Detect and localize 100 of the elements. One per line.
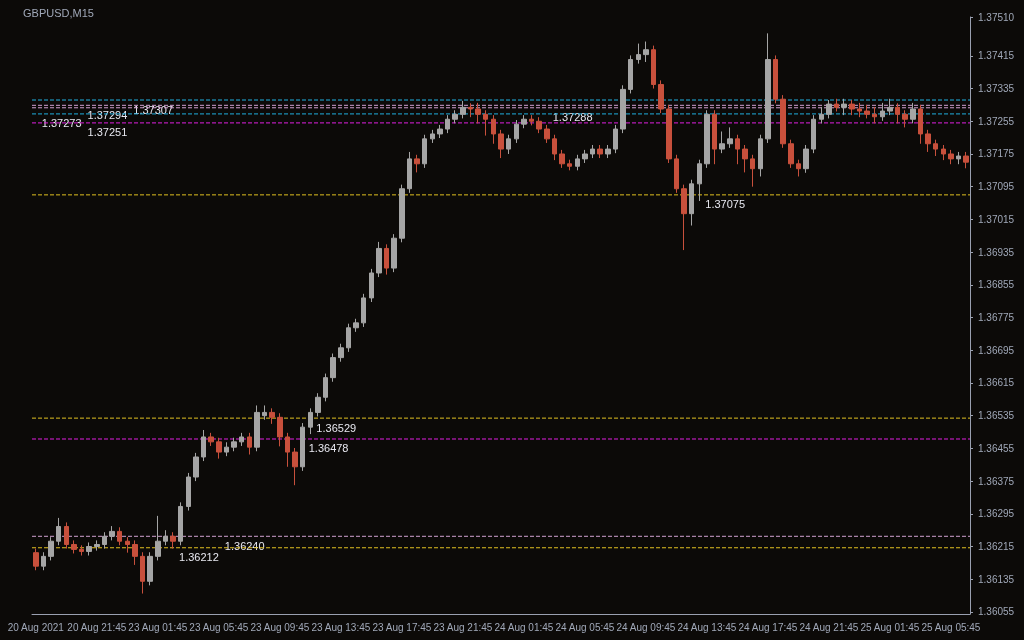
y-tick-label: 1.36215 [978,541,1015,553]
candlestick [376,241,382,278]
ref-line-label: 1.36478 [308,442,349,455]
candlestick [796,159,801,177]
candlestick [315,392,321,417]
candlestick [193,452,199,482]
candlestick [780,94,786,149]
candlestick [460,100,466,119]
candlestick [79,544,84,557]
candlestick [666,104,672,164]
candlestick [948,149,954,165]
candlestick [849,99,855,116]
candlestick [353,318,359,333]
candlestick [582,149,588,164]
candlestick [506,134,511,155]
candlestick [86,541,92,557]
candlestick [864,104,870,119]
y-tick-label: 1.36135 [978,573,1015,585]
candlestick [559,149,565,169]
candlestick [674,154,679,194]
candlestick [880,102,885,122]
candlestick [64,521,69,550]
candlestick [605,144,611,159]
candlestick [224,441,229,457]
y-tick-label: 1.36295 [978,508,1015,520]
candlestick [620,84,626,134]
candlestick [247,432,252,456]
candlestick [117,526,122,546]
candlestick [521,114,527,129]
candlestick [941,144,946,161]
candlestick [56,517,61,546]
x-tick-label: 24 Aug 09:45 [616,621,676,633]
x-tick-label: 20 Aug 2021 [7,621,65,633]
candlestick [773,54,778,104]
candlestick [689,179,694,227]
candlestick [636,43,641,65]
candlestick [575,154,580,171]
x-tick-label: 24 Aug 01:45 [494,621,554,633]
candlestick [498,129,504,159]
x-tick-label: 23 Aug 05:45 [189,621,249,633]
candlestick [834,98,839,112]
candlestick [437,124,443,139]
candlestick [857,102,862,118]
candlestick [475,102,481,124]
candlestick [254,404,260,452]
candlestick [155,515,161,561]
candlestick [704,109,710,169]
x-tick-label: 23 Aug 09:45 [250,621,310,633]
candlestick [514,119,519,144]
candlestick [933,139,938,157]
candlestick [41,551,46,571]
candlestick [102,531,107,550]
candlestick [483,109,488,137]
candlestick [597,144,603,159]
x-tick-label: 23 Aug 13:45 [311,621,371,633]
candlestick [544,124,550,144]
candlestick [178,501,183,546]
candlestick [399,184,405,243]
candlestick [491,114,496,145]
candlestick [918,104,923,145]
candlestick [231,437,237,452]
candlestick [330,353,336,383]
candlestick [170,531,176,550]
ref-line-label: 1.37251 [87,126,128,139]
ref-line-label: 1.37075 [705,198,746,211]
candlestick [712,109,717,165]
candlestick [735,134,740,165]
candlestick [758,134,763,177]
candlestick [292,447,298,486]
candlestick [819,106,824,124]
ref-line-label: 1.36212 [179,551,219,564]
candlestick [369,268,374,303]
x-tick-label: 23 Aug 01:45 [128,621,188,633]
candlestick [613,124,618,154]
candlestick [811,114,816,154]
x-tick-label: 23 Aug 21:45 [433,621,493,633]
candlestick [742,144,748,173]
candlestick [338,343,344,363]
candlestick [414,154,420,173]
candlestick [109,525,115,541]
y-tick-label: 1.37255 [978,115,1015,127]
x-tick-label: 24 Aug 21:45 [799,621,859,633]
y-tick-label: 1.36855 [978,279,1015,291]
y-tick-label: 1.36055 [978,606,1015,618]
candlestick [186,472,191,512]
candlestick [208,432,214,447]
candlestick [841,98,847,116]
candlestick [925,129,931,153]
candlestick [33,548,39,571]
x-tick-label: 24 Aug 17:45 [738,621,798,633]
candlestick [147,551,153,586]
candlestick [445,114,450,134]
candlestick [422,134,427,169]
x-tick-label: 24 Aug 05:45 [555,621,615,633]
candlestick [430,129,435,144]
candlestick [163,529,168,546]
candlestick [727,126,733,149]
candlestick [269,407,275,425]
candlestick [658,79,664,114]
candlestick [765,32,771,144]
